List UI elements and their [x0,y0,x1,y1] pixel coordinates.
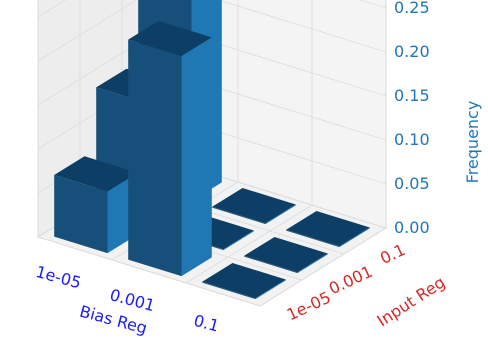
y-tick-label: 0.1 [377,240,408,268]
bar-front [244,255,298,274]
bar-top [286,211,370,247]
grid-line-floor-y [37,236,261,307]
bar-side [255,279,286,300]
bar-side [223,230,254,251]
grid-line-floor-x [185,204,313,284]
bar-top [244,237,328,273]
grid-line-z-back [217,0,387,53]
grid-line-floor-x [259,227,387,307]
bar-top [202,263,286,299]
bar-side [181,37,212,277]
z-tick-label: 0.10 [394,130,430,149]
grid-line-z-left [37,0,138,62]
z-tick-label: 0.00 [394,218,430,237]
bar [54,156,138,254]
y-tick-label: 1e-05 [284,288,334,325]
bar-front [212,206,266,225]
y-tick-label: 0.001 [326,262,376,299]
z-tick-label: 0.20 [394,42,430,61]
bar-front [202,281,256,300]
bar-front [286,229,340,248]
bar [244,237,328,274]
bar-side [297,253,328,274]
bar-side [265,204,296,225]
bar [286,211,370,248]
bar [128,20,212,277]
x-tick-label: 1e-05 [34,262,84,292]
bar-front [128,39,182,277]
bar [202,263,286,300]
bar-front [54,175,108,254]
bar-top [54,156,138,192]
bar-top [128,20,212,57]
z-tick-label: 0.25 [394,0,430,17]
bar-top [212,188,296,224]
grid-line-z-left [37,0,67,18]
bars [54,0,370,300]
bar [212,188,296,225]
bar-side [339,227,370,248]
z-axis-title: Frequency [463,101,482,184]
x-tick-label: 0.1 [192,311,222,336]
z-tick-label: 0.15 [394,86,430,105]
y-axis-title: Input Reg [374,272,449,330]
z-tick-label: 0.05 [394,174,430,193]
